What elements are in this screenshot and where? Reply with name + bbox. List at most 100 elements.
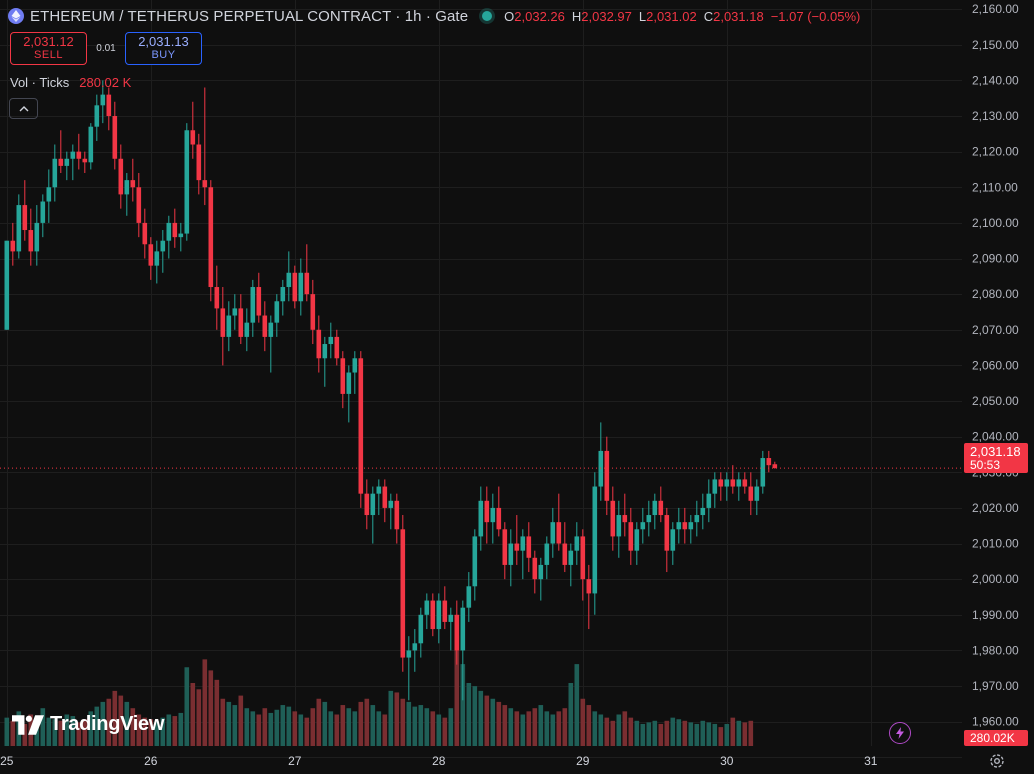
volume-bar [310,708,316,746]
volume-bar [466,683,472,746]
candle-body [142,222,148,245]
price-tick-label: 2,080.00 [972,287,1019,301]
volume-bar [34,722,40,746]
candle-body [22,205,28,231]
volume-bar [196,689,202,746]
volume-bar [436,714,442,746]
tradingview-icon [12,714,44,735]
change-value: −1.07 (−0.05%) [770,8,861,24]
volume-bar [388,690,394,746]
volume-bar [736,720,742,746]
volume-legend[interactable]: Vol · Ticks 280.02 K [10,75,131,90]
volume-bar [358,701,364,746]
volume-legend-label: Vol · Ticks [10,75,70,90]
candle-body [214,287,220,309]
volume-bar [742,722,748,746]
candle-body [184,130,190,234]
candle-body [70,151,76,159]
candle-body [526,536,532,558]
volume-bar [622,711,628,746]
price-tick-label: 2,160.00 [972,2,1019,16]
symbol-title[interactable]: ETHEREUM / TETHERUS PERPETUAL CONTRACT ·… [30,7,469,25]
volume-bar [424,708,430,746]
volume-bar [274,709,280,746]
sell-button[interactable]: 2,031.12 SELL [10,32,87,65]
candle-body [190,130,196,145]
open-value: 2,032.26 [514,8,565,24]
price-tick-label: 2,040.00 [972,430,1019,444]
candle-body [442,600,448,622]
buy-button[interactable]: 2,031.13 BUY [125,32,202,65]
price-tick-label: 2,110.00 [972,180,1018,194]
price-tick-label: 2,150.00 [972,38,1019,52]
candle-body [748,486,754,501]
candle-body [592,486,598,594]
candle-body [730,479,736,487]
candle-body [304,272,310,295]
candle-body [292,272,298,302]
candle-body [496,507,502,530]
candle-body [472,536,478,587]
candle-body [610,500,616,537]
volume-bar [22,723,28,746]
volume-bar [394,692,400,746]
price-tick-label: 2,020.00 [972,501,1019,515]
candle-body [532,557,538,580]
candle-body [712,479,718,494]
tradingview-logo[interactable]: TradingView [12,713,164,736]
volume-bar [100,701,106,746]
candle-body [700,507,706,516]
candle-body [262,315,268,337]
sell-label: SELL [34,49,63,61]
candle-body [16,205,22,252]
volume-bar [718,727,724,746]
volume-bar [508,708,514,746]
volume-bar [604,717,610,746]
candle-body [334,336,340,359]
candle-body [562,543,568,565]
candle-body [694,515,700,523]
last-price-value: 2,031.18 [970,443,1021,459]
candle-body [556,522,562,544]
candle-body [28,230,34,252]
candle-body [40,201,46,223]
candle-body [430,600,436,630]
collapse-legend-button[interactable] [9,98,38,119]
candle-body [760,458,766,487]
volume-bar [244,708,250,746]
volume-bar [370,705,376,746]
lightning-icon[interactable] [889,722,911,744]
candle-body [382,486,388,508]
candle-body [460,607,466,651]
candle-body [412,643,418,651]
candle-body [448,614,454,622]
candle-body [724,479,730,487]
candle-body [544,543,550,565]
candle-body [772,464,778,469]
candle-body [118,158,124,195]
candle-body [586,579,592,594]
volume-bar [550,714,556,746]
sell-price: 2,031.12 [23,34,74,49]
volume-bar [412,706,418,746]
candle-body [664,515,670,551]
candle-body [154,251,160,266]
candle-body [424,600,430,615]
candle-body [514,543,520,551]
candle-body [658,500,664,516]
volume-bar [154,720,160,746]
volume-bar [694,723,700,746]
gear-icon[interactable] [988,752,1006,770]
price-tick-label: 2,000.00 [972,572,1019,586]
volume-bar [166,714,172,746]
volume-bar [580,698,586,746]
ethereum-icon [8,8,24,24]
candle-body [754,486,760,501]
candle-body [232,308,238,316]
volume-bar [124,701,130,746]
volume-bar [520,714,526,746]
time-tick-label: 31 [864,754,878,768]
candle-body [4,240,10,330]
volume-bar [106,698,112,746]
